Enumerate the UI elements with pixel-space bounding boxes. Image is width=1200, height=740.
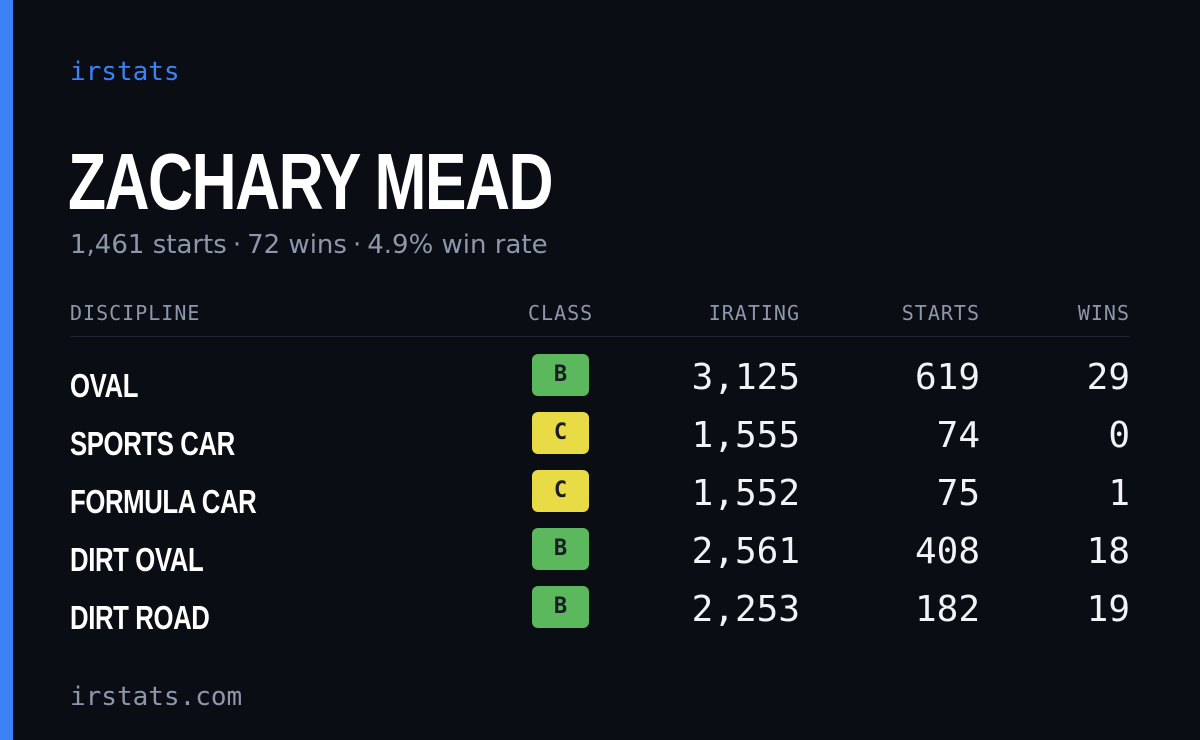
header-wins: WINS (1077, 301, 1130, 325)
table-row: DIRT OVAL B 2,561 408 18 (70, 528, 1130, 586)
wins-summary: 72 wins (247, 230, 347, 260)
discipline-label: DIRT OVAL (70, 541, 204, 578)
discipline-label: OVAL (70, 367, 139, 404)
class-badge: B (532, 528, 589, 570)
irating-value: 2,561 (691, 531, 800, 572)
discipline-label: FORMULA CAR (70, 483, 257, 520)
class-badge: B (532, 354, 589, 396)
irating-value: 1,552 (691, 473, 800, 514)
header-starts: STARTS (901, 301, 980, 325)
wins-value: 29 (1086, 357, 1130, 398)
table-row: OVAL B 3,125 619 29 (70, 354, 1130, 412)
starts-summary: 1,461 starts (70, 230, 227, 260)
wins-value: 1 (1108, 473, 1130, 514)
class-badge: C (532, 412, 589, 454)
header-irating: IRATING (708, 301, 800, 325)
brand-logo[interactable]: irstats (70, 57, 180, 87)
discipline-label: SPORTS CAR (70, 425, 235, 462)
starts-value: 75 (936, 473, 980, 514)
separator: · (232, 230, 242, 260)
starts-value: 619 (914, 357, 980, 398)
class-badge: C (532, 470, 589, 512)
wins-value: 0 (1108, 415, 1130, 456)
discipline-label: DIRT ROAD (70, 599, 210, 636)
driver-name: ZACHARY MEAD (68, 137, 554, 226)
header-class: CLASS (528, 301, 594, 325)
irating-value: 1,555 (691, 415, 800, 456)
table-header: DISCIPLINE CLASS IRATING STARTS WINS (70, 296, 1130, 337)
starts-value: 74 (936, 415, 980, 456)
header-discipline: DISCIPLINE (70, 301, 201, 325)
starts-value: 408 (914, 531, 980, 572)
winrate-summary: 4.9% win rate (367, 230, 548, 260)
table-body: OVAL B 3,125 619 29 SPORTS CAR C 1,555 7… (70, 354, 1130, 644)
footer-url[interactable]: irstats.com (70, 682, 243, 712)
separator: · (352, 230, 362, 260)
class-badge: B (532, 586, 589, 628)
table-row: FORMULA CAR C 1,552 75 1 (70, 470, 1130, 528)
irating-value: 2,253 (691, 589, 800, 630)
wins-value: 19 (1086, 589, 1130, 630)
table-row: SPORTS CAR C 1,555 74 0 (70, 412, 1130, 470)
driver-summary: 1,461 starts · 72 wins · 4.9% win rate (70, 228, 548, 262)
table-row: DIRT ROAD B 2,253 182 19 (70, 586, 1130, 644)
accent-bar (0, 0, 13, 740)
irating-value: 3,125 (691, 357, 800, 398)
discipline-table: DISCIPLINE CLASS IRATING STARTS WINS OVA… (70, 296, 1130, 644)
starts-value: 182 (914, 589, 980, 630)
wins-value: 18 (1086, 531, 1130, 572)
